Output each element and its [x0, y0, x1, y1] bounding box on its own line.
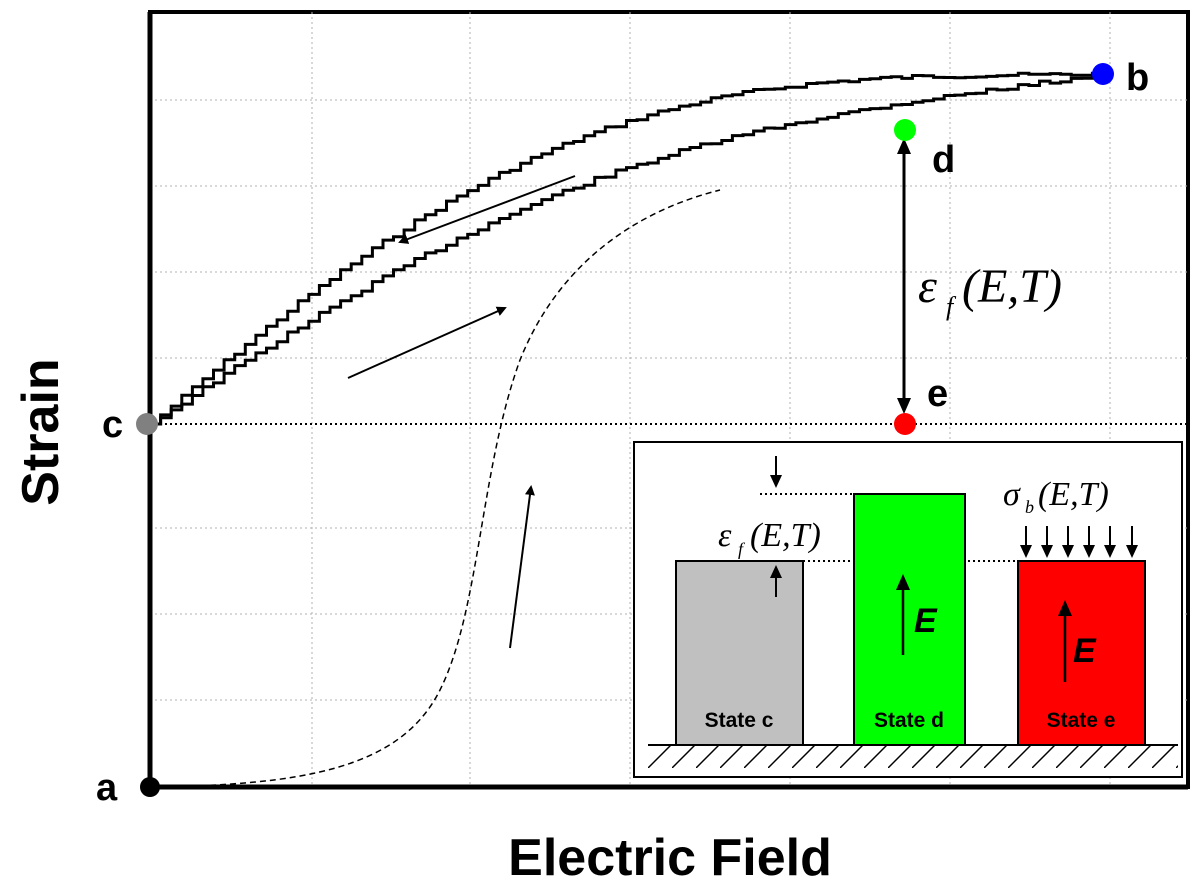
point-label-c: c	[102, 404, 123, 446]
strain-arrow-up-head	[770, 565, 782, 578]
loading-direction-arrow	[347, 306, 507, 379]
block-state-e	[1017, 560, 1146, 746]
stress-arrow-head-4	[1083, 545, 1095, 558]
field-label-e: E	[1073, 632, 1097, 670]
y-axis-label: Strain	[12, 358, 70, 505]
strain-arrow-down-head	[770, 475, 782, 488]
inset-stress-args: (E,T)	[1038, 476, 1109, 513]
point-a	[140, 777, 160, 797]
stress-arrow-head-1	[1020, 545, 1032, 558]
block-state-d	[853, 493, 966, 746]
point-label-b: b	[1126, 57, 1149, 99]
inset-stress-subscript: b	[1025, 497, 1034, 517]
label-state-e: State e	[1047, 709, 1116, 732]
point-d	[894, 119, 916, 141]
x-axis-label: Electric Field	[508, 829, 832, 881]
stress-arrow-head-5	[1104, 545, 1116, 558]
strain-subscript: f	[946, 292, 957, 321]
inset-stress-annotation: σ b (E,T)	[1003, 476, 1109, 517]
arrow-head-up	[897, 138, 911, 154]
point-label-a: a	[96, 767, 118, 809]
stress-arrow-head-6	[1126, 545, 1138, 558]
point-label-d: d	[932, 139, 955, 181]
point-label-e: e	[927, 373, 948, 415]
inset-strain-annotation: ε f (E,T)	[718, 517, 821, 559]
unloading-direction-arrow	[398, 175, 576, 244]
strain-annotation: ε f (E,T)	[918, 260, 1062, 321]
point-e	[894, 413, 916, 435]
initial-poling-curve	[149, 189, 721, 788]
strain-args: (E,T)	[962, 260, 1062, 313]
arrow-head-down	[897, 398, 911, 414]
inset-strain-symbol: ε	[718, 517, 732, 554]
stress-arrow-head-3	[1062, 545, 1074, 558]
inset-stress-symbol: σ	[1003, 476, 1021, 513]
field-label-d: E	[914, 602, 938, 640]
unloading-branch	[150, 71, 1105, 426]
point-b	[1092, 63, 1114, 85]
inset-strain-subscript: f	[738, 539, 746, 559]
poling-direction-arrow	[509, 485, 535, 649]
inset-strain-args: (E,T)	[750, 517, 821, 554]
inset-diagram: State c State d State e E E ε f (E,T) σ …	[633, 441, 1183, 778]
stress-arrow-head-2	[1041, 545, 1053, 558]
field-arrow-e-head	[1058, 600, 1072, 616]
ground-hatch	[648, 746, 1178, 768]
strain-symbol: ε	[918, 260, 937, 313]
stress-arrows	[1020, 526, 1138, 558]
block-state-c	[675, 560, 804, 746]
label-state-c: State c	[705, 709, 774, 732]
field-arrow-d-head	[896, 574, 910, 590]
point-c	[136, 413, 158, 435]
loading-branch	[150, 74, 1105, 426]
label-state-d: State d	[874, 709, 944, 732]
